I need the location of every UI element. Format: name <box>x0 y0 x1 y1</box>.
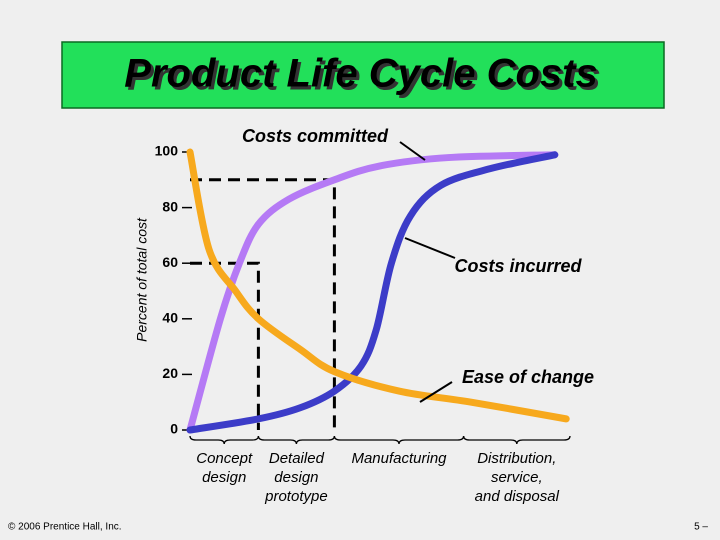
title: Product Life Cycle Costs <box>124 52 597 96</box>
phase-brace <box>462 435 571 445</box>
phase-label: Concept <box>196 450 253 467</box>
phase-brace <box>189 435 260 445</box>
phase-brace <box>257 435 336 445</box>
leader-line <box>419 381 453 403</box>
phase-label: design <box>202 469 246 486</box>
y-tick-label: 80 <box>162 198 178 214</box>
phase-label: Detailed <box>269 450 325 467</box>
leader-line <box>399 141 426 161</box>
leader-line <box>404 237 456 259</box>
y-tick-label: 100 <box>155 143 179 159</box>
copyright: © 2006 Prentice Hall, Inc. <box>8 522 122 533</box>
y-tick-label: 20 <box>162 365 178 381</box>
series-annotation: Costs committed <box>242 126 389 146</box>
phase-brace <box>333 435 465 445</box>
series-line <box>186 148 570 423</box>
page-number: 5 – <box>694 522 708 533</box>
phase-label: prototype <box>264 488 328 505</box>
series-line <box>186 151 559 434</box>
series-annotation: Ease of change <box>462 367 594 387</box>
phase-label: design <box>274 469 318 486</box>
y-axis-label: Percent of total cost <box>134 217 150 342</box>
phase-label: Manufacturing <box>351 450 447 467</box>
phase-label: service, <box>491 469 543 486</box>
y-tick-label: 40 <box>162 310 178 326</box>
y-tick-label: 0 <box>170 421 178 437</box>
title-box <box>61 41 665 109</box>
title-shadow: Product Life Cycle Costs <box>127 55 600 99</box>
phase-label: and disposal <box>475 488 560 505</box>
series-annotation: Costs incurred <box>454 256 582 276</box>
series-line <box>186 151 559 434</box>
y-tick-label: 60 <box>162 254 178 270</box>
phase-label: Distribution, <box>477 450 556 467</box>
